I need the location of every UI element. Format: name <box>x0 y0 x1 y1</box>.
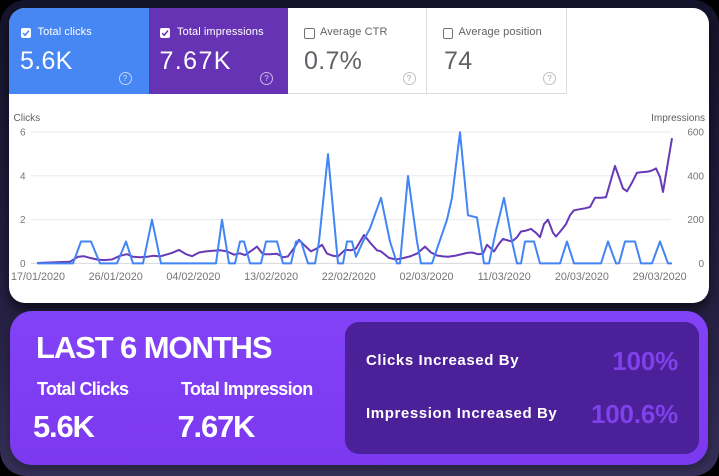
svg-text:400: 400 <box>687 171 704 182</box>
svg-text:04/02/2020: 04/02/2020 <box>166 271 220 283</box>
svg-text:20/03/2020: 20/03/2020 <box>555 271 609 283</box>
svg-text:0: 0 <box>20 259 26 270</box>
svg-text:4: 4 <box>20 171 26 182</box>
svg-text:13/02/2020: 13/02/2020 <box>244 271 298 283</box>
svg-text:26/01/2020: 26/01/2020 <box>89 271 143 283</box>
svg-text:2: 2 <box>20 215 26 226</box>
svg-text:Clicks: Clicks <box>14 113 41 124</box>
svg-text:200: 200 <box>687 215 704 226</box>
svg-text:Impressions: Impressions <box>651 113 705 124</box>
svg-text:29/03/2020: 29/03/2020 <box>633 271 687 283</box>
svg-text:02/03/2020: 02/03/2020 <box>399 271 453 283</box>
svg-text:0: 0 <box>698 259 704 270</box>
svg-text:600: 600 <box>687 128 704 139</box>
svg-text:6: 6 <box>20 128 26 139</box>
svg-text:17/01/2020: 17/01/2020 <box>11 271 65 283</box>
svg-text:11/03/2020: 11/03/2020 <box>478 271 531 283</box>
svg-text:22/02/2020: 22/02/2020 <box>322 271 376 283</box>
